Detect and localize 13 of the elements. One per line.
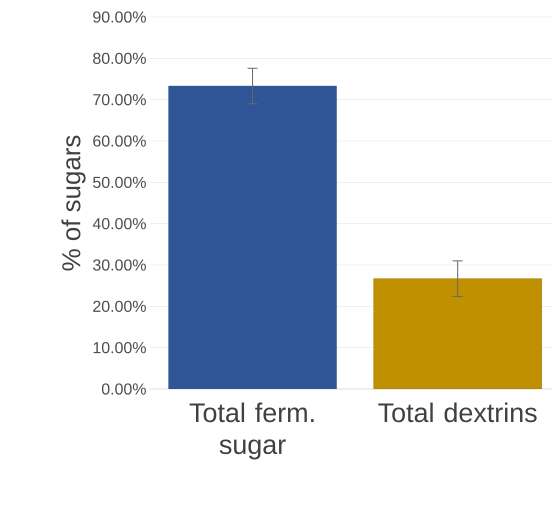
y-tick-label: 50.00% <box>93 176 146 188</box>
y-tick-label: 0.00% <box>102 383 146 395</box>
y-tick-label: 30.00% <box>93 259 146 271</box>
x-tick-label: Total ferm. sugar <box>190 402 314 460</box>
y-tick-label: 40.00% <box>92 218 146 230</box>
y-axis-title: % of sugars <box>61 136 86 270</box>
x-tick-label: Total dextrins <box>378 402 537 422</box>
y-tick-label: 10.00% <box>94 342 146 354</box>
y-tick-label: 60.00% <box>93 135 146 147</box>
y-tick-label: 80.00% <box>93 52 146 64</box>
y-tick-label: 70.00% <box>93 94 146 106</box>
y-tick-label: 20.00% <box>93 300 146 312</box>
y-tick-label: 90.00% <box>93 11 146 23</box>
